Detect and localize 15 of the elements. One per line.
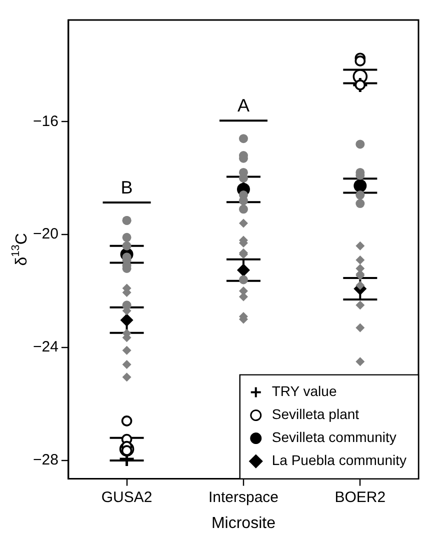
x-tick-label: Interspace (208, 488, 278, 506)
legend-label: Sevilleta community (272, 429, 396, 446)
y-axis-title: δ13C (10, 233, 30, 266)
x-axis-title: Microsite (211, 514, 276, 532)
y-tick-label: −16 (32, 112, 58, 130)
annotation: A (237, 96, 250, 116)
annotation: B (120, 177, 133, 198)
legend-label: TRY value (272, 383, 337, 400)
x-tick-label: BOER2 (334, 488, 386, 506)
y-tick-label: −28 (32, 452, 58, 469)
x-tick-label: GUSA2 (101, 488, 152, 506)
legend-label: Sevilleta plant (272, 406, 360, 422)
y-tick-label: −24 (32, 338, 58, 356)
legend-label: La Puebla community (272, 452, 407, 468)
y-tick-label: −20 (32, 226, 58, 243)
